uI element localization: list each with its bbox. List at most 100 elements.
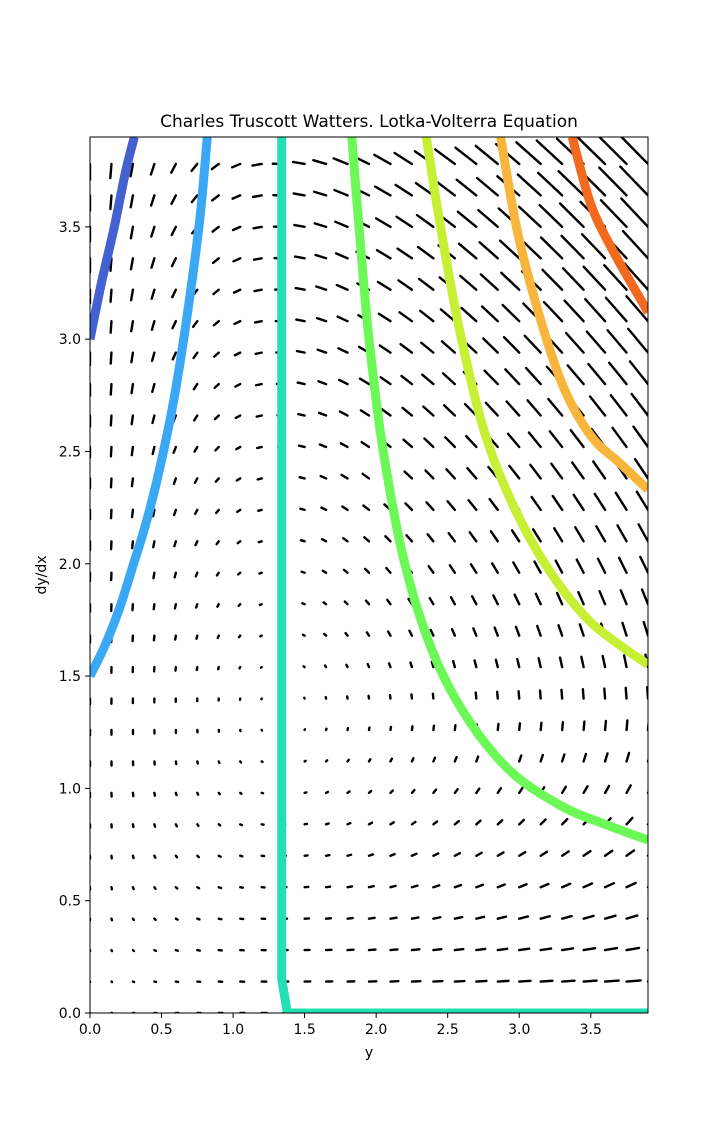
vector-arrow (254, 382, 263, 387)
vector-arrow (296, 381, 306, 386)
vector-arrow (588, 395, 607, 417)
y-tick-label: 1.0 (59, 781, 81, 797)
vector-arrow (346, 885, 354, 889)
y-tick-label: 2.5 (59, 444, 81, 460)
vector-arrow (513, 593, 521, 606)
vector-arrow (109, 445, 113, 458)
vector-arrow (518, 818, 526, 826)
vector-arrow (362, 504, 371, 512)
vector-arrow (217, 760, 221, 765)
vector-arrow (343, 600, 349, 606)
vector-arrow (582, 979, 598, 983)
vector-arrow (213, 414, 220, 421)
vector-arrow (424, 469, 435, 480)
vector-arrow (492, 594, 499, 606)
vector-arrow (606, 329, 628, 354)
vector-arrow (566, 364, 585, 386)
vector-arrow (217, 823, 222, 827)
vector-arrow (315, 316, 328, 323)
vector-arrow (303, 791, 308, 795)
vector-arrow (150, 288, 156, 300)
vector-arrow (313, 222, 328, 229)
vector-arrow (494, 658, 499, 669)
vector-arrow (312, 190, 328, 197)
vector-arrow (410, 788, 416, 795)
vector-arrow (259, 634, 263, 638)
vector-arrow (582, 914, 595, 920)
vector-arrow (130, 477, 135, 488)
vector-arrow (580, 233, 607, 260)
vector-arrow (131, 886, 135, 891)
x-tick-label: 1.5 (293, 1022, 315, 1038)
vector-arrow (432, 724, 436, 732)
vector-arrow (560, 785, 568, 795)
vector-arrow (475, 979, 488, 983)
vector-arrow (484, 401, 499, 417)
vector-arrow (152, 571, 156, 580)
vector-arrow (253, 319, 263, 324)
vector-arrow (130, 414, 135, 426)
vector-arrow (172, 477, 178, 486)
vector-arrow (335, 283, 349, 291)
vector-arrow (170, 162, 178, 174)
vector-arrow (360, 440, 371, 449)
vector-arrow (363, 567, 371, 574)
vector-arrow (457, 242, 478, 260)
vector-arrow (317, 380, 328, 386)
vector-arrow (505, 400, 521, 417)
vector-arrow (363, 536, 371, 543)
vector-arrow (410, 916, 420, 920)
vector-arrow (440, 340, 457, 354)
vector-arrow (539, 947, 553, 952)
vector-arrow (409, 661, 414, 669)
vector-arrow (496, 819, 504, 826)
vector-arrow (232, 257, 242, 263)
vector-arrow (239, 791, 243, 795)
y-tick-label: 3.0 (59, 332, 81, 348)
vector-arrow (216, 603, 220, 608)
vector-arrow (312, 158, 328, 166)
vector-arrow (625, 719, 629, 732)
vector-arrow (534, 592, 542, 606)
vector-arrow (367, 789, 373, 795)
vector-arrow (496, 851, 505, 857)
vector-arrow (193, 445, 199, 453)
vector-arrow (153, 854, 157, 859)
vector-arrow (322, 601, 328, 606)
vector-arrow (194, 540, 199, 547)
vector-arrow (603, 687, 607, 700)
vector-arrow (597, 137, 628, 166)
vector-arrow (174, 854, 179, 859)
vector-arrow (518, 786, 524, 795)
vector-arrow (417, 277, 435, 291)
vector-arrow (477, 208, 499, 229)
vector-arrow (258, 603, 263, 607)
vector-arrow (432, 756, 437, 763)
vector-arrow (535, 139, 564, 166)
vector-arrow (563, 299, 585, 323)
vector-arrow (323, 664, 328, 669)
vector-arrow (193, 508, 199, 516)
vector-arrow (131, 948, 136, 953)
vector-arrow (340, 473, 349, 480)
vector-arrow (130, 508, 135, 519)
vector-arrow (239, 823, 244, 827)
x-axis-label: y (365, 1045, 373, 1061)
vector-arrow (560, 850, 570, 857)
vector-arrow (596, 557, 607, 574)
vector-arrow (585, 330, 607, 354)
vector-arrow (625, 881, 637, 889)
vector-arrow (253, 288, 263, 293)
vector-arrow (129, 257, 135, 271)
vector-arrow (109, 162, 113, 180)
trajectory-line-3 (277, 137, 648, 1013)
vector-arrow (447, 532, 457, 543)
vector-arrow (526, 399, 542, 417)
vector-arrow (324, 759, 329, 763)
vector-arrow (150, 225, 156, 238)
vector-arrow (642, 620, 648, 637)
vector-arrow (571, 461, 585, 480)
vector-arrow (170, 225, 178, 237)
vector-arrow (560, 882, 572, 889)
vector-arrow (422, 405, 435, 417)
